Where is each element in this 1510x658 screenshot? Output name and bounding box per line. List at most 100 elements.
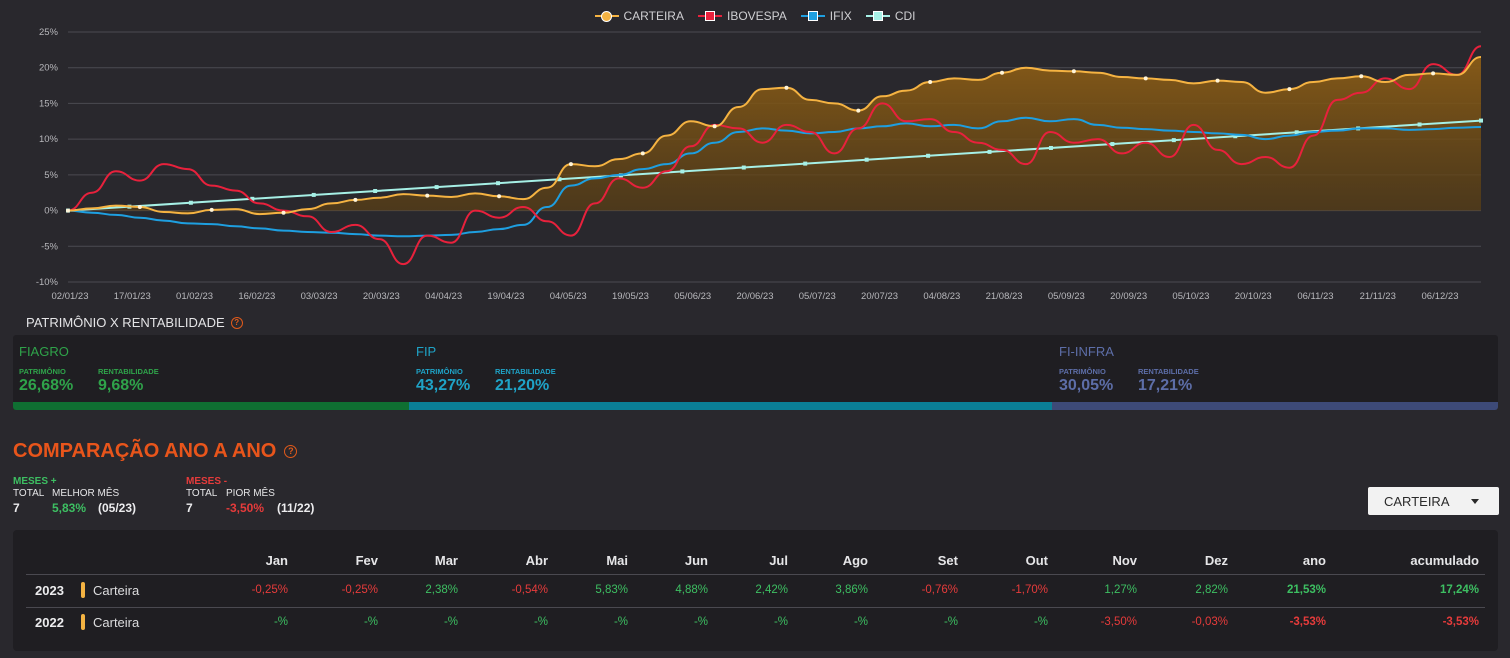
- pior-mes-value: -3,50%: [226, 501, 265, 515]
- cdi-point: [1479, 118, 1483, 123]
- carteira-point: [425, 193, 430, 198]
- melhor-mes-date: (05/23): [98, 501, 137, 515]
- col-header-fev: Fev: [355, 553, 378, 568]
- col-header-abr: Abr: [525, 553, 548, 568]
- cell-acumulado: 17,24%: [1439, 584, 1479, 596]
- cdi-point: [803, 161, 808, 166]
- table-row: 2023 Carteira -0,25% -0,25% 2,38% -0,54% 5,83%…: [13, 530, 1498, 651]
- legend-marker-ibovespa: [697, 10, 722, 22]
- carteira-point: [1431, 71, 1436, 76]
- portfolio-select[interactable]: CARTEIRA: [1368, 487, 1499, 515]
- x-tick-label: 05/10/23: [1172, 291, 1209, 302]
- chart-canvas[interactable]: 25% 20% 15% 10% 5% 0% -5% -10% 02/01/23 17/01/23 0…: [0, 0, 1510, 308]
- row-year: 2022: [35, 615, 64, 630]
- meses-negativos-total-label: TOTAL: [186, 488, 218, 499]
- cell-jan: -%: [273, 616, 288, 628]
- cell-ago: 3,86%: [835, 584, 868, 596]
- legend-ibovespa[interactable]: IBOVESPA: [697, 9, 787, 23]
- x-tick-label: 05/09/23: [1048, 291, 1085, 302]
- x-tick-label: 20/09/23: [1110, 291, 1147, 302]
- legend-cdi[interactable]: CDI: [865, 9, 915, 23]
- cell-nov: 1,27%: [1104, 584, 1137, 596]
- x-tick-label: 04/04/23: [425, 291, 462, 302]
- row-divider: [26, 574, 1485, 575]
- alloc-fip-patrimonio: 43,27%: [416, 377, 471, 394]
- portfolio-color-tag: [81, 614, 85, 630]
- x-tick-label: 01/02/23: [176, 291, 213, 302]
- alloc-fiagro-rentabilidade-label: RENTABILIDADE: [98, 367, 159, 376]
- help-icon[interactable]: ?: [284, 445, 298, 458]
- cell-jul: -%: [773, 616, 788, 628]
- meses-positivos-total: 7: [13, 501, 20, 515]
- carteira-point: [784, 85, 789, 90]
- alloc-bar-fip: [409, 402, 1052, 410]
- alloc-fi-infra[interactable]: FI-INFRA PATRIMÔNIO RENTABILIDADE 30,05%…: [1052, 335, 1498, 410]
- patrimonio-title-text: PATRIMÔNIO X RENTABILIDADE: [26, 315, 225, 330]
- legend-carteira[interactable]: CARTEIRA: [594, 9, 684, 23]
- meses-positivos-head: MESES +: [13, 476, 57, 487]
- cdi-point: [373, 189, 378, 194]
- carteira-point: [640, 151, 645, 156]
- y-tick-label: 5%: [44, 170, 58, 181]
- carteira-point: [1359, 74, 1364, 79]
- comparison-table: Jan Fev Mar Abr Mai Jun Jul Ago Set Out Nov Dez ano a…: [13, 530, 1498, 651]
- cell-set: -%: [943, 616, 958, 628]
- col-header-jan: Jan: [265, 553, 288, 568]
- x-tick-label: 04/08/23: [923, 291, 960, 302]
- cdi-point: [1110, 142, 1115, 147]
- portfolio-color-tag: [81, 582, 85, 598]
- carteira-point: [712, 124, 717, 129]
- carteira-point: [1143, 76, 1148, 81]
- alloc-bar-fiagro: [13, 402, 409, 410]
- legend-ifix[interactable]: IFIX: [800, 9, 852, 23]
- help-icon[interactable]: ?: [230, 316, 243, 329]
- legend-label-ifix: IFIX: [829, 9, 852, 23]
- col-header-ago: Ago: [842, 553, 868, 568]
- x-tick-label: 03/03/23: [301, 291, 338, 302]
- x-tick-label: 21/08/23: [986, 291, 1023, 302]
- y-tick-label: -10%: [36, 277, 59, 288]
- alloc-bar-fi-infra: [1052, 402, 1498, 410]
- cell-ano: 21,53%: [1286, 584, 1326, 596]
- melhor-mes-value: 5,83%: [52, 501, 87, 515]
- cdi-point: [250, 196, 255, 201]
- x-tick-label: 19/05/23: [612, 291, 649, 302]
- row-portfolio: Carteira: [93, 615, 140, 630]
- cdi-point: [1294, 130, 1299, 135]
- col-header-ano: ano: [1302, 553, 1326, 568]
- carteira-point: [1287, 87, 1292, 92]
- legend-marker-carteira: [594, 10, 619, 22]
- cell-fev: -0,25%: [341, 584, 378, 596]
- alloc-fip[interactable]: FIP PATRIMÔNIO RENTABILIDADE 43,27% 21,2…: [409, 335, 1052, 410]
- cdi-point: [1048, 145, 1053, 150]
- pior-mes-label: PIOR MÊS: [226, 488, 275, 499]
- col-header-mai: Mai: [606, 553, 628, 568]
- y-tick-label: -5%: [41, 241, 58, 252]
- x-tick-label: 17/01/23: [114, 291, 151, 302]
- carteira-point: [1000, 70, 1005, 75]
- col-header-mar: Mar: [434, 553, 458, 568]
- alloc-fiagro[interactable]: FIAGRO PATRIMÔNIO RENTABILIDADE 26,68% 9…: [13, 335, 409, 410]
- row-portfolio: Carteira: [93, 583, 140, 598]
- alloc-fiagro-name: FIAGRO: [19, 344, 69, 359]
- cell-jul: 2,42%: [755, 584, 788, 596]
- col-header-nov: Nov: [1112, 553, 1137, 568]
- col-header-acumulado: acumulado: [1410, 553, 1479, 568]
- col-header-set: Set: [937, 553, 958, 568]
- cell-jun: -%: [693, 616, 708, 628]
- carteira-line: [67, 56, 1482, 216]
- meses-negativos-total: 7: [186, 501, 193, 515]
- cell-dez: 2,82%: [1195, 584, 1228, 596]
- cdi-point: [311, 192, 316, 197]
- cell-mar: -%: [443, 616, 458, 628]
- cell-set: -0,76%: [921, 584, 958, 596]
- chevron-down-icon: [1471, 499, 1479, 504]
- patrimonio-title: PATRIMÔNIO X RENTABILIDADE ?: [26, 315, 243, 330]
- alloc-fi-infra-rentabilidade-label: RENTABILIDADE: [1138, 367, 1199, 376]
- col-header-jul: Jul: [769, 553, 788, 568]
- legend-marker-ifix: [800, 10, 825, 22]
- cell-mai: -%: [613, 616, 628, 628]
- melhor-mes-label: MELHOR MÊS: [52, 488, 120, 499]
- cell-out: -1,70%: [1011, 584, 1048, 596]
- cell-nov: -3,50%: [1100, 616, 1137, 628]
